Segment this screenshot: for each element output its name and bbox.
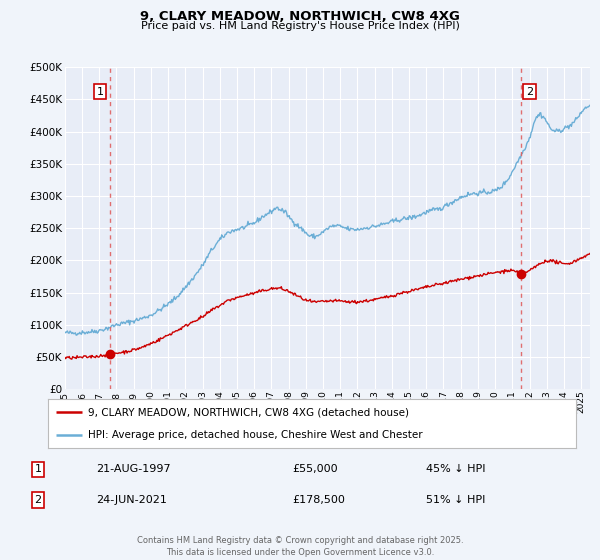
Text: 45% ↓ HPI: 45% ↓ HPI <box>426 464 485 474</box>
Text: 9, CLARY MEADOW, NORTHWICH, CW8 4XG: 9, CLARY MEADOW, NORTHWICH, CW8 4XG <box>140 10 460 23</box>
Text: 9, CLARY MEADOW, NORTHWICH, CW8 4XG (detached house): 9, CLARY MEADOW, NORTHWICH, CW8 4XG (det… <box>88 408 409 418</box>
Text: 24-JUN-2021: 24-JUN-2021 <box>97 495 167 505</box>
Text: 1: 1 <box>34 464 41 474</box>
Text: Price paid vs. HM Land Registry's House Price Index (HPI): Price paid vs. HM Land Registry's House … <box>140 21 460 31</box>
Text: 1: 1 <box>97 87 103 97</box>
Text: 51% ↓ HPI: 51% ↓ HPI <box>426 495 485 505</box>
Text: 2: 2 <box>526 87 533 97</box>
Text: £178,500: £178,500 <box>292 495 345 505</box>
Text: HPI: Average price, detached house, Cheshire West and Chester: HPI: Average price, detached house, Ches… <box>88 430 422 440</box>
Text: 2: 2 <box>34 495 41 505</box>
Text: £55,000: £55,000 <box>292 464 337 474</box>
Text: 21-AUG-1997: 21-AUG-1997 <box>97 464 171 474</box>
Text: Contains HM Land Registry data © Crown copyright and database right 2025.
This d: Contains HM Land Registry data © Crown c… <box>137 536 463 557</box>
